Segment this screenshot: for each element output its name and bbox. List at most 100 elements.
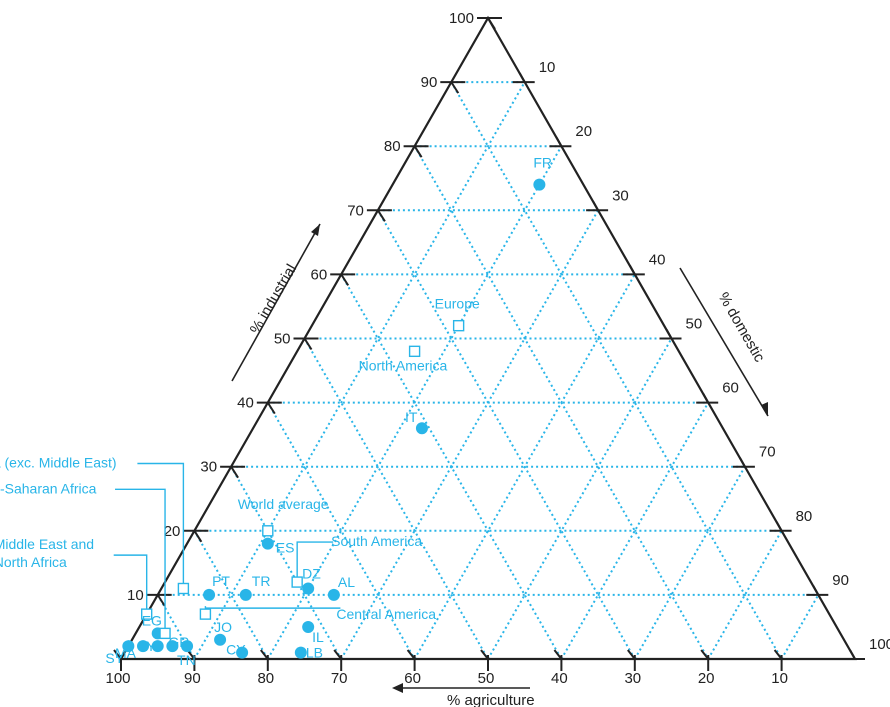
domestic-tick-label: 10	[539, 59, 556, 76]
domestic-tick-hook-40	[628, 264, 636, 275]
industrial-tick-hook-80	[413, 145, 423, 158]
industrial-tick-hook-30	[230, 466, 239, 479]
industrial-tick-hook-50	[303, 337, 313, 351]
point-ma	[137, 640, 150, 653]
industrial-tick-label: 10	[127, 587, 144, 604]
agriculture-tick-hook-10	[773, 649, 783, 660]
point-it	[415, 422, 428, 435]
industrial-tick-hook-40	[266, 402, 276, 415]
region-marker-north-america	[408, 345, 421, 358]
label-gr: GR	[168, 634, 189, 650]
label-al: AL	[338, 574, 355, 590]
domestic-tick-hook-80	[775, 521, 783, 532]
industrial-tick-label: 80	[384, 138, 401, 155]
point-sy	[122, 640, 135, 653]
region-marker-world-average	[262, 525, 274, 537]
agriculture-tick-label: 10	[771, 670, 788, 687]
point-cy	[236, 646, 249, 659]
agriculture-tick-label: 30	[624, 670, 641, 687]
agriculture-tick-label: 50	[478, 670, 495, 687]
leader-south-america	[296, 541, 334, 583]
domestic-tick-hook-20	[555, 136, 563, 147]
agriculture-tick-hook-80	[260, 649, 269, 660]
region-marker-middle-east-and-north-africa	[140, 608, 153, 620]
agriculture-tick-label: 70	[331, 670, 348, 687]
agriculture-tick-hook-20	[700, 649, 709, 660]
industrial-tick-hook-100	[487, 17, 496, 30]
label-ly: LY	[140, 638, 157, 654]
label-world-average: World average	[238, 496, 329, 512]
label-es: ES	[276, 540, 295, 556]
industrial-tick-label: 40	[237, 395, 254, 412]
point-al	[327, 588, 340, 601]
industrial-tick-hook-60	[340, 273, 350, 286]
domestic-tick-hook-10	[518, 72, 526, 83]
agriculture-axis-arrowhead	[392, 683, 403, 693]
domestic-tick-label: 80	[796, 508, 813, 525]
label-tn: TN	[177, 652, 196, 668]
label-fr: FR	[533, 155, 552, 171]
point-ly	[151, 640, 164, 653]
agriculture-tick-hook-40	[553, 649, 563, 660]
leader-middle-east-and-north-africa	[113, 554, 148, 615]
agriculture-tick-hook-50	[480, 649, 489, 660]
point-tr	[239, 588, 252, 601]
industrial-tick-label: 60	[311, 266, 328, 283]
domestic-tick-hook-30	[592, 200, 599, 211]
label-europe: Europe	[435, 296, 480, 312]
domestic-tick-label: 20	[575, 123, 592, 140]
label-il: IL	[312, 629, 324, 645]
data-points	[122, 178, 546, 659]
agriculture-tick-hook-30	[627, 649, 636, 660]
leader-central-america	[204, 606, 341, 609]
point-pt	[203, 588, 216, 601]
label-north-america: North America	[359, 357, 448, 373]
grid-line-domestic-70	[633, 466, 746, 660]
leader-asia-exc-middle-east	[137, 462, 185, 589]
grid-line-domestic-40	[413, 273, 636, 660]
region-marker-south-america	[291, 576, 303, 588]
industrial-tick-label: 30	[200, 459, 217, 476]
industrial-axis-label: % industrial	[247, 261, 300, 337]
industrial-axis-arrow	[231, 223, 321, 382]
label-central-america: Central America	[336, 606, 436, 622]
industrial-tick-label: 100	[449, 10, 474, 27]
domestic-tick-label: 100	[869, 636, 890, 653]
industrial-tick-label: 50	[274, 331, 291, 348]
domestic-tick-label: 60	[722, 380, 739, 397]
label-ma: MA	[115, 645, 137, 661]
industrial-tick-hook-20	[193, 530, 203, 543]
point-gr	[166, 640, 179, 653]
label-jo: JO	[214, 619, 232, 635]
region-marker-sub-saharan-africa	[159, 627, 171, 640]
label-south-america: South America	[331, 533, 422, 549]
grid-line-agriculture-50	[303, 338, 489, 660]
agriculture-tick-label: 90	[184, 670, 201, 687]
industrial-tick-label: 90	[421, 74, 438, 91]
label-cy: CY	[226, 642, 246, 658]
point-dz	[302, 582, 315, 595]
agriculture-tick-hook-70	[333, 649, 342, 660]
domestic-tick-label: 50	[686, 316, 703, 333]
leader-sub-saharan-africa	[115, 488, 166, 634]
domestic-tick-hook-70	[739, 457, 746, 468]
grid-line-domestic-10	[193, 81, 526, 660]
tick-marks: 10 20 30 40 50 60 70 80 90 100 10 20 30 40 50 60 70 80 90 1…	[105, 10, 890, 687]
label-middle-east-and-north-africa: Middle East and	[0, 536, 94, 552]
industrial-tick-label: 70	[347, 202, 364, 219]
industrial-tick-label: 20	[164, 523, 181, 540]
label-tr: TR	[252, 573, 271, 589]
industrial-tick-hook-90	[450, 81, 460, 94]
label-dz: DZ	[302, 565, 321, 581]
domestic-axis-arrow	[679, 267, 769, 417]
grid-line-agriculture-60	[266, 402, 416, 660]
point-fr	[533, 178, 546, 191]
grid-line-domestic-90	[780, 594, 820, 660]
agriculture-tick-hook-100	[113, 649, 122, 660]
point-il	[302, 620, 315, 633]
agriculture-tick-hook-60	[406, 649, 416, 660]
domestic-tick-label: 70	[759, 444, 776, 461]
label-middle-east-and-north-africa-line2: North Africa	[0, 554, 67, 570]
grid-line-domestic-30	[340, 209, 599, 660]
